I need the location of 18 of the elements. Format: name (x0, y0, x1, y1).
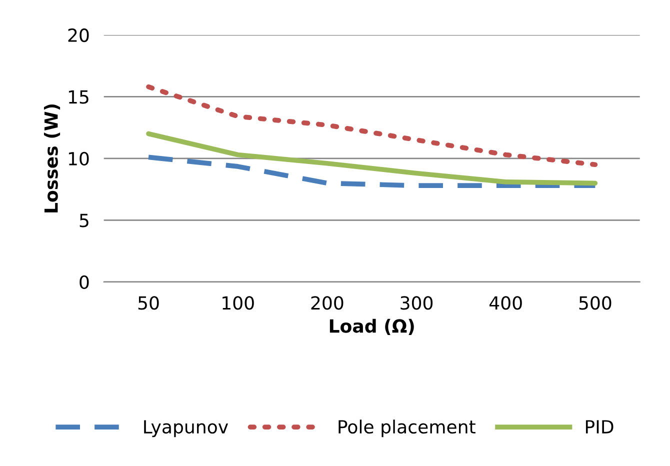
y-tick-label: 15 (68, 90, 88, 104)
x-tick-label: 300 (400, 296, 433, 310)
x-tick-label: 400 (490, 296, 522, 310)
x-tick-label: 50 (138, 296, 159, 310)
x-tick-label: 200 (311, 296, 344, 310)
line-series (146, 131, 598, 186)
x-tick-label: 100 (222, 296, 254, 310)
y-tick-label: 20 (68, 28, 89, 42)
legend-label: PID (586, 420, 614, 434)
y-tick-label: 0 (80, 275, 89, 290)
line-series (146, 84, 598, 168)
y-axis-title: Losses (W) (44, 104, 60, 212)
legend-label: Pole placement (338, 420, 476, 438)
y-tick-label: 5 (80, 214, 88, 228)
x-tick-label: 500 (579, 296, 612, 310)
legend-label: Lyapunov (144, 420, 228, 438)
x-axis-title: Load (Ω) (330, 318, 414, 335)
y-tick-label: 10 (68, 152, 89, 166)
